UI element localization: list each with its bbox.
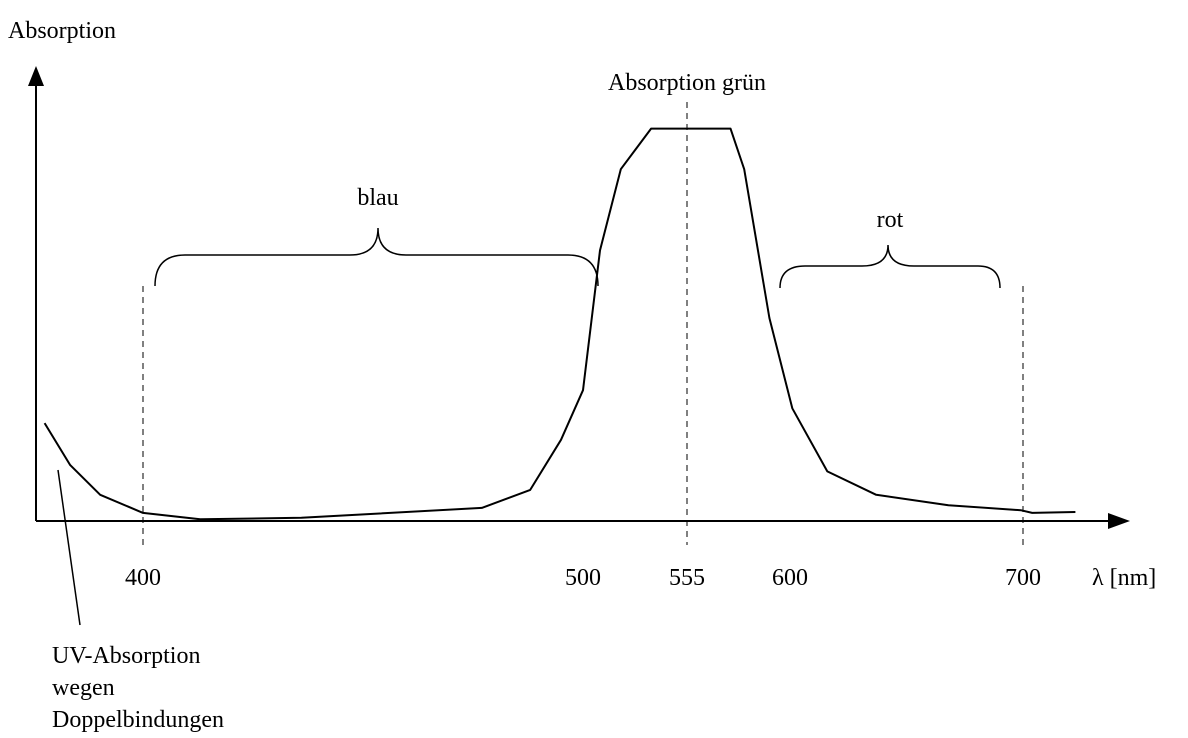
curve: [43, 127, 1076, 521]
x-tick-label: 500: [565, 565, 601, 591]
y-axis-arrow: [28, 66, 44, 86]
x-axis-arrow: [1108, 513, 1130, 529]
annotation: UV-Absorption: [52, 643, 200, 669]
annotation: rot: [877, 207, 904, 233]
annotation: Absorption grün: [608, 70, 766, 96]
x-tick-label: 400: [125, 565, 161, 591]
y-axis-label: Absorption: [8, 18, 116, 44]
annotation: wegen: [52, 675, 115, 701]
brace: [154, 227, 599, 287]
x-tick-label: 555: [669, 565, 705, 591]
x-axis-label: λ [nm]: [1092, 565, 1156, 591]
leader-line: [57, 469, 81, 626]
annotation: blau: [357, 185, 398, 211]
x-tick-label: 600: [772, 565, 808, 591]
brace: [779, 244, 1001, 289]
annotation: Doppelbindungen: [52, 707, 224, 733]
x-tick-label: 700: [1005, 565, 1041, 591]
